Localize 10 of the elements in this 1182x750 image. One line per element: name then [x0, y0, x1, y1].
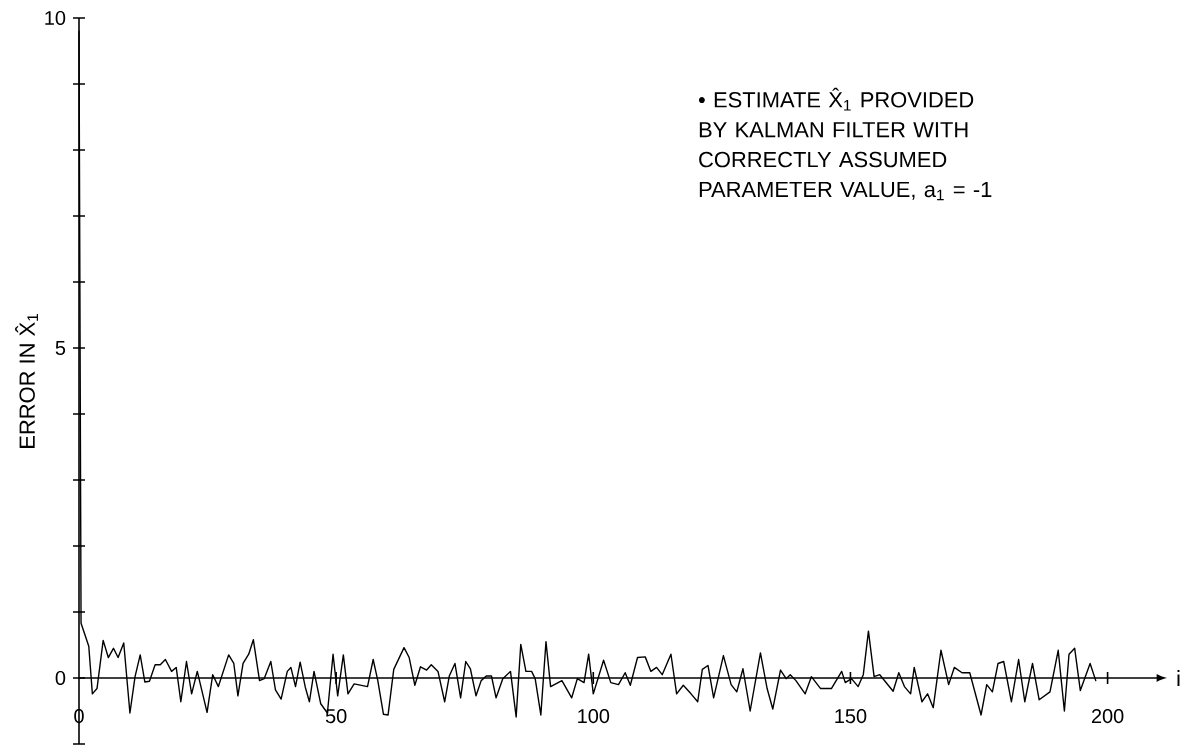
y-axis-title: ERROR IN X̂$_{1}$ — [15, 314, 38, 448]
y-tick-label: 0 — [55, 670, 66, 686]
y-tick-label: 5 — [55, 341, 66, 355]
x-tick-label: 50 — [325, 709, 347, 724]
y-tick-label: 10 — [45, 10, 66, 26]
x-tick-label: 100 — [578, 709, 610, 724]
x-tick-label: 150 — [835, 709, 867, 724]
x-axis-title: i — [1177, 670, 1180, 686]
annotation: • ESTIMATE X̂$_{1}$ PROVIDED BY KALMAN FILTER WITH CORRECTLY ASSUMED PARAMETER VALUE, a$_{1}$ = -1 — [698, 87, 992, 201]
x-tick-label: 200 — [1091, 709, 1124, 724]
